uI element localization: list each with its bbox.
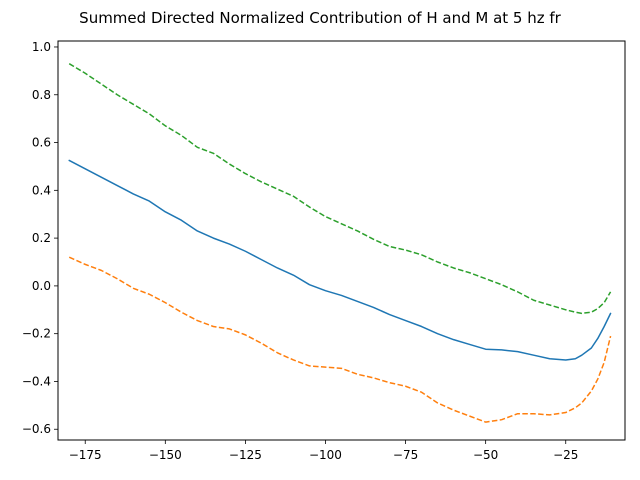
y-tick-label: −0.6 [22,422,51,436]
y-tick-label: 0.0 [32,279,51,293]
series-line-3 [68,63,612,315]
series-layer [68,63,612,423]
series-line-1 [68,159,612,361]
chart-title: Summed Directed Normalized Contribution … [79,9,561,27]
y-tick-label: −0.4 [22,374,51,388]
y-tick-label: 0.8 [32,88,51,102]
y-axis: −0.6 −0.4 −0.2 0.0 0.2 0.4 0.6 0.8 1.0 [22,40,58,436]
y-tick-label: 0.2 [32,231,51,245]
y-tick-label: 1.0 [32,40,51,54]
x-tick-label: −100 [309,448,342,462]
x-tick-label: −25 [553,448,578,462]
x-tick-label: −50 [473,448,498,462]
x-tick-label: −75 [393,448,418,462]
x-axis: −175 −150 −125 −100 −75 −50 −25 [69,440,578,462]
series-line-2 [68,256,612,423]
x-tick-label: −125 [229,448,262,462]
x-tick-label: −150 [149,448,182,462]
y-tick-label: 0.4 [32,183,51,197]
y-tick-label: −0.2 [22,327,51,341]
x-tick-label: −175 [69,448,102,462]
axes-frame [57,40,626,441]
y-tick-label: 0.6 [32,136,51,150]
